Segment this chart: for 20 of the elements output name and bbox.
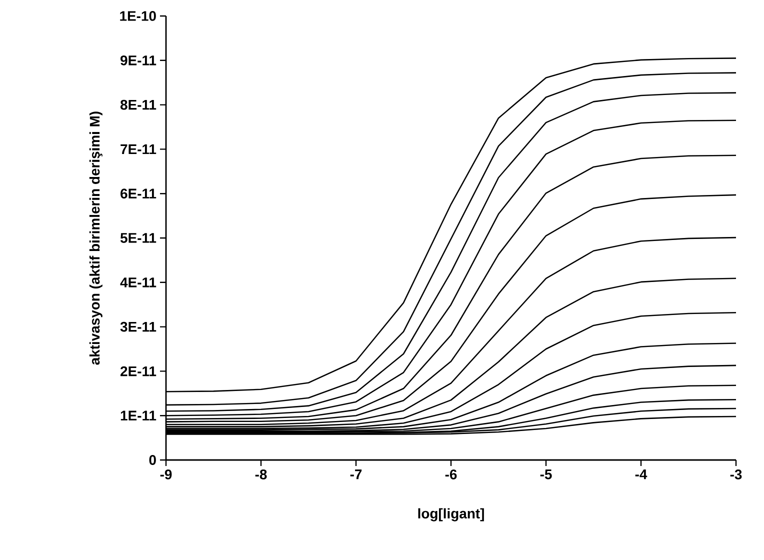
x-tick-label: -7 (350, 470, 362, 480)
y-tick-label: 1E-10 (120, 11, 156, 21)
y-tick-label: 0 (149, 455, 156, 465)
y-tick-label: 3E-11 (120, 322, 156, 332)
y-tick-label: 4E-11 (120, 278, 156, 288)
y-tick-label: 5E-11 (120, 233, 156, 243)
x-tick-label: -8 (255, 470, 267, 480)
y-tick-label: 9E-11 (120, 55, 156, 66)
x-tick-label: -6 (445, 470, 457, 480)
y-tick-label: 2E-11 (120, 366, 156, 376)
y-tick-label: 8E-11 (120, 100, 156, 110)
x-tick-label: -3 (730, 470, 742, 480)
y-tick-label: 1E-11 (120, 410, 156, 420)
y-tick-label: 6E-11 (120, 188, 156, 199)
y-axis-title: aktivasyon (aktif birimlerin derişimi M) (89, 112, 102, 365)
y-tick-label: 7E-11 (120, 144, 156, 154)
x-axis-title: log[ligant] (418, 508, 484, 522)
x-tick-label: -5 (540, 470, 552, 480)
x-tick-label: -4 (635, 470, 648, 480)
x-tick-label: -9 (160, 470, 172, 480)
